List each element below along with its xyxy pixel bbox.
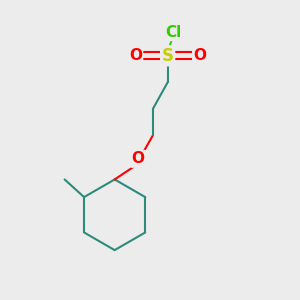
Text: O: O — [129, 48, 142, 63]
Text: Cl: Cl — [165, 25, 182, 40]
Text: O: O — [194, 48, 207, 63]
Text: S: S — [162, 47, 174, 65]
Text: O: O — [132, 151, 145, 166]
